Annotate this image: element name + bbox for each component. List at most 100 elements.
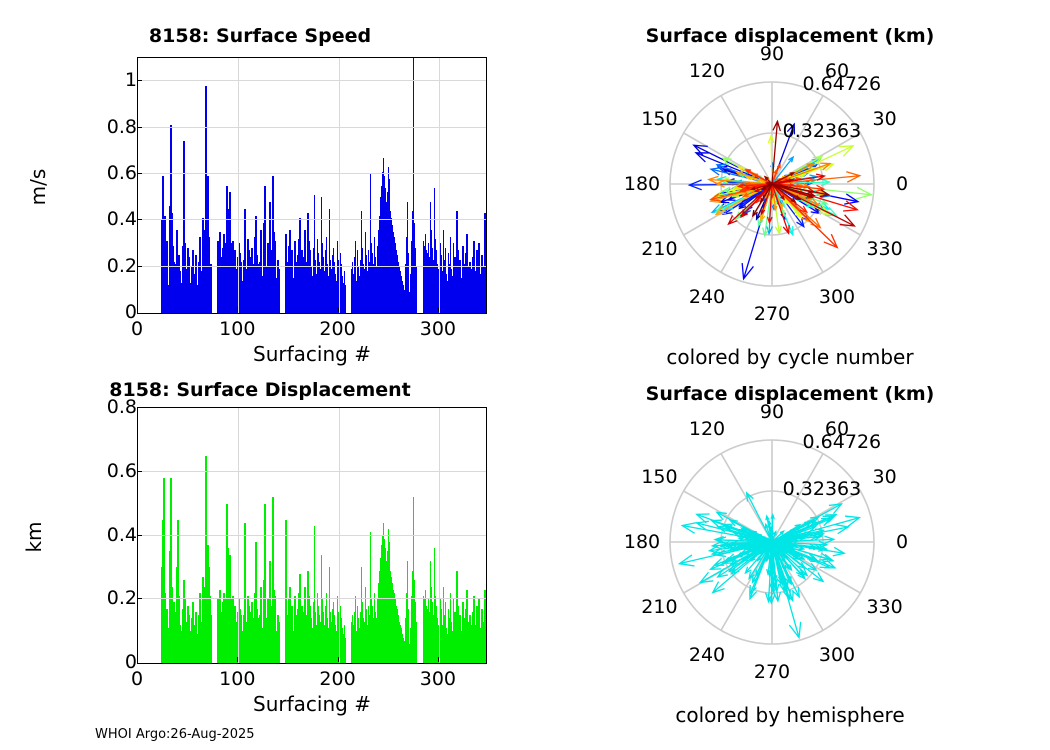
bar (176, 567, 178, 663)
bar (300, 268, 303, 313)
bar (337, 259, 340, 313)
bar (480, 255, 483, 313)
bar (200, 282, 202, 313)
bar (259, 262, 261, 313)
polar-arrow-head (727, 215, 738, 226)
polar-arrow-head (755, 213, 762, 221)
bar (377, 229, 380, 313)
polar-hemisphere-caption: colored by hemisphere (675, 703, 905, 727)
x-tick-label: 300 (419, 318, 456, 340)
bar (381, 535, 384, 663)
bar (408, 292, 411, 313)
x-tick-label: 100 (219, 318, 256, 340)
bar (483, 589, 486, 663)
bar (481, 266, 484, 313)
bar (199, 592, 201, 663)
bar (456, 250, 459, 313)
bar (186, 637, 188, 663)
bar (288, 599, 291, 663)
bar (194, 631, 196, 663)
bar (221, 262, 223, 313)
bar (304, 586, 307, 663)
bar (243, 259, 245, 313)
polar-arrow-head (765, 514, 770, 521)
polar-arrow-head (715, 163, 727, 172)
bar (478, 273, 481, 313)
bar (232, 596, 234, 663)
bar (399, 271, 402, 313)
polar-arrow-head (707, 175, 719, 185)
bar (404, 264, 407, 313)
gridline-horizontal (138, 126, 486, 128)
bar (278, 621, 280, 663)
bar (396, 608, 399, 663)
bar (228, 220, 230, 313)
bar (409, 273, 412, 313)
bar (239, 252, 241, 313)
bar (272, 176, 274, 313)
bar (409, 627, 412, 663)
bar (444, 248, 447, 313)
bar (247, 596, 249, 663)
bar (457, 271, 460, 313)
bar (365, 255, 368, 313)
bar (374, 257, 377, 313)
bar (296, 271, 299, 313)
polar-arrow-head (798, 545, 806, 551)
bar (163, 478, 165, 663)
bar (395, 605, 398, 663)
bar (294, 596, 297, 663)
bar (321, 599, 324, 663)
polar-angle-label: 120 (688, 418, 726, 441)
polar-arrow-head (773, 553, 778, 560)
bar (425, 250, 428, 313)
gridline-vertical (438, 58, 440, 313)
polar-arrow-head (771, 579, 779, 588)
polar-arrow-head (760, 185, 767, 191)
bar (299, 217, 302, 313)
bar (256, 608, 258, 663)
bar (298, 592, 301, 663)
polar-arrow-head (769, 525, 774, 532)
polar-arrow-head (677, 554, 695, 567)
polar-arrow-head (765, 556, 770, 563)
bar (207, 176, 209, 313)
polar-arrow-shaft (762, 183, 773, 190)
bar (218, 605, 220, 663)
bar (265, 266, 267, 313)
bar (217, 599, 219, 663)
bar (379, 557, 382, 663)
bar (327, 275, 330, 313)
bar (207, 545, 209, 663)
bar (431, 602, 434, 663)
bar (385, 561, 388, 663)
bar (465, 234, 468, 313)
bar (192, 602, 194, 663)
bar (316, 592, 319, 663)
bar (357, 618, 360, 663)
polar-arrow-shaft (770, 541, 773, 604)
bar (426, 608, 429, 663)
polar-arrow-head (695, 513, 710, 524)
bar (465, 589, 468, 663)
bar (250, 612, 252, 663)
bar (312, 602, 315, 663)
bar (363, 268, 366, 313)
bar (205, 455, 207, 663)
polar-arrow-head (749, 588, 758, 601)
polar-angle-label: 210 (641, 238, 678, 260)
bar (373, 592, 376, 663)
bar (210, 615, 212, 663)
bar (187, 248, 189, 313)
polar-radial-label: 0.32363 (782, 478, 862, 501)
polar-arrow-shaft (771, 183, 785, 200)
bar (433, 187, 436, 313)
bar (205, 85, 207, 313)
bar (461, 245, 464, 313)
bar (385, 201, 388, 313)
bar (343, 624, 346, 663)
polar-arrow-head (798, 561, 807, 570)
bar (175, 264, 177, 313)
bar (171, 586, 173, 663)
y-tick-mark (137, 172, 142, 174)
